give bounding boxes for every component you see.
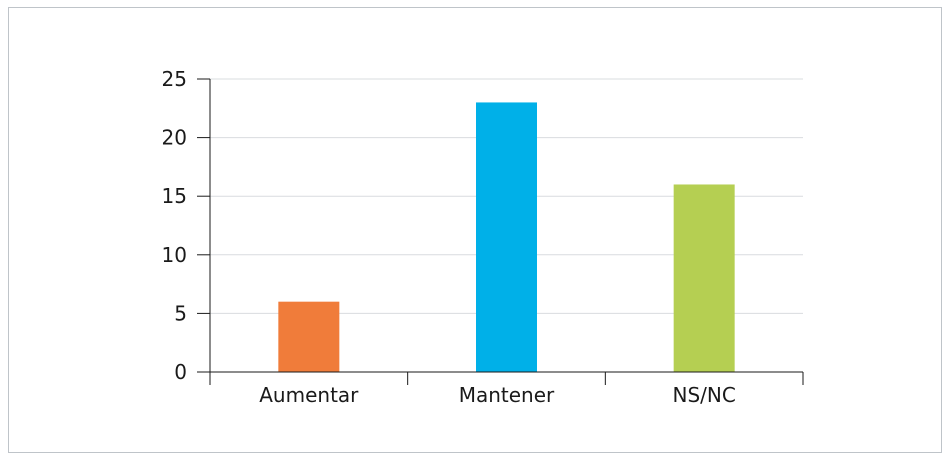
y-tick-label: 20	[162, 126, 187, 150]
bar-ns-nc	[673, 184, 735, 372]
bar-aumentar	[278, 301, 340, 372]
y-tick-label: 10	[162, 243, 187, 267]
x-category-label: Aumentar	[259, 383, 359, 407]
bar-mantener	[476, 102, 537, 372]
x-category-label: NS/NC	[673, 383, 736, 407]
y-tick-label: 5	[174, 301, 187, 325]
y-tick-label: 25	[162, 67, 187, 91]
x-category-label: Mantener	[459, 383, 555, 407]
axes	[209, 79, 804, 385]
y-tick-label: 0	[174, 360, 187, 384]
bars	[278, 102, 735, 372]
x-axis-labels: Aumentar Mantener NS/NC	[259, 383, 736, 407]
y-axis-ticks: 0 5 10 15 20 25	[162, 67, 210, 384]
chart-frame	[8, 7, 942, 453]
y-tick-label: 15	[162, 184, 187, 208]
